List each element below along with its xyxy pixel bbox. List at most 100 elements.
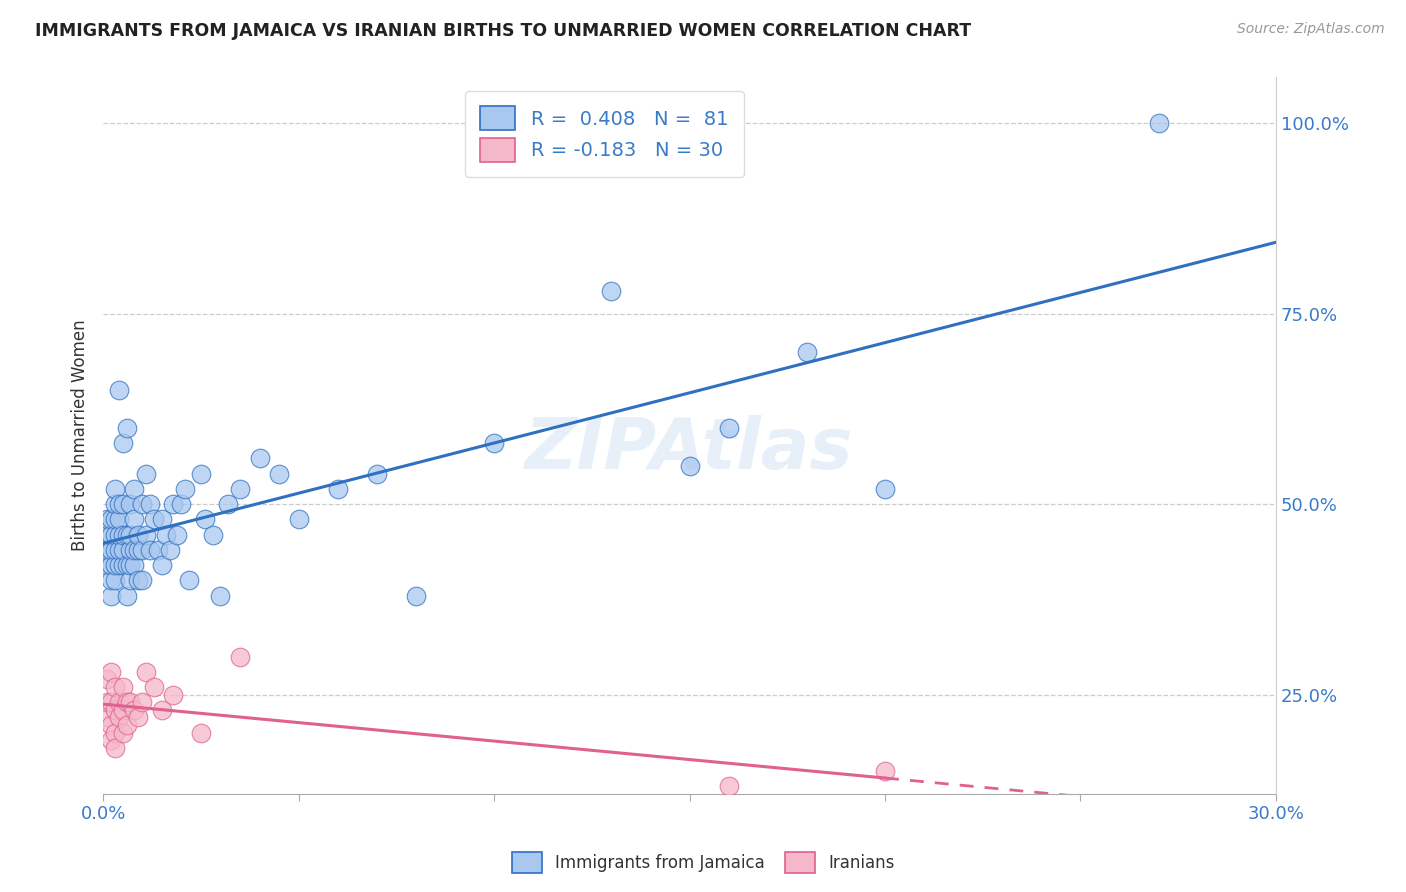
Point <box>104 574 127 588</box>
Point <box>600 284 623 298</box>
Point <box>150 703 173 717</box>
Legend: Immigrants from Jamaica, Iranians: Immigrants from Jamaica, Iranians <box>505 846 901 880</box>
Text: IMMIGRANTS FROM JAMAICA VS IRANIAN BIRTHS TO UNMARRIED WOMEN CORRELATION CHART: IMMIGRANTS FROM JAMAICA VS IRANIAN BIRTH… <box>35 22 972 40</box>
Point <box>104 512 127 526</box>
Text: Source: ZipAtlas.com: Source: ZipAtlas.com <box>1237 22 1385 37</box>
Point <box>717 779 740 793</box>
Point <box>405 589 427 603</box>
Point <box>107 527 129 541</box>
Point <box>107 695 129 709</box>
Point <box>96 542 118 557</box>
Point <box>124 512 146 526</box>
Point <box>127 527 149 541</box>
Point <box>179 574 201 588</box>
Point <box>115 558 138 573</box>
Point <box>111 542 134 557</box>
Point <box>150 558 173 573</box>
Point <box>124 482 146 496</box>
Point <box>104 680 127 694</box>
Point <box>104 482 127 496</box>
Point <box>104 542 127 557</box>
Point <box>796 344 818 359</box>
Point <box>111 725 134 739</box>
Point <box>139 497 162 511</box>
Point <box>194 512 217 526</box>
Point <box>249 451 271 466</box>
Point <box>100 574 122 588</box>
Point <box>107 710 129 724</box>
Point <box>162 497 184 511</box>
Point <box>174 482 197 496</box>
Point <box>115 527 138 541</box>
Point <box>107 383 129 397</box>
Legend: R =  0.408   N =  81, R = -0.183   N = 30: R = 0.408 N = 81, R = -0.183 N = 30 <box>465 91 744 178</box>
Text: ZIPAtlas: ZIPAtlas <box>526 416 853 484</box>
Point <box>127 574 149 588</box>
Point <box>100 665 122 679</box>
Point <box>96 673 118 687</box>
Y-axis label: Births to Unmarried Women: Births to Unmarried Women <box>72 319 89 551</box>
Point <box>135 527 157 541</box>
Point <box>120 574 142 588</box>
Point <box>124 703 146 717</box>
Point <box>96 710 118 724</box>
Point <box>120 527 142 541</box>
Point <box>100 527 122 541</box>
Point <box>111 703 134 717</box>
Point <box>159 542 181 557</box>
Point <box>111 436 134 450</box>
Point <box>120 497 142 511</box>
Point <box>678 458 700 473</box>
Point <box>111 527 134 541</box>
Point <box>100 718 122 732</box>
Point <box>267 467 290 481</box>
Point <box>104 558 127 573</box>
Point <box>111 558 134 573</box>
Point <box>100 512 122 526</box>
Point <box>201 527 224 541</box>
Point <box>287 512 309 526</box>
Point <box>115 421 138 435</box>
Point <box>124 542 146 557</box>
Point <box>190 467 212 481</box>
Point <box>131 695 153 709</box>
Point <box>150 512 173 526</box>
Point <box>229 649 252 664</box>
Point <box>115 589 138 603</box>
Point <box>135 665 157 679</box>
Point <box>104 527 127 541</box>
Point <box>120 542 142 557</box>
Point <box>229 482 252 496</box>
Point <box>131 542 153 557</box>
Point <box>146 542 169 557</box>
Point <box>107 512 129 526</box>
Point <box>873 482 896 496</box>
Point <box>107 497 129 511</box>
Point <box>111 680 134 694</box>
Point <box>96 527 118 541</box>
Point <box>96 512 118 526</box>
Point <box>100 542 122 557</box>
Point <box>873 764 896 778</box>
Point <box>482 436 505 450</box>
Point <box>124 558 146 573</box>
Point <box>100 695 122 709</box>
Point <box>127 542 149 557</box>
Point <box>209 589 232 603</box>
Point <box>104 497 127 511</box>
Point <box>115 718 138 732</box>
Point <box>104 703 127 717</box>
Point <box>162 688 184 702</box>
Point <box>170 497 193 511</box>
Point <box>190 725 212 739</box>
Point <box>326 482 349 496</box>
Point <box>1147 116 1170 130</box>
Point <box>135 467 157 481</box>
Point <box>217 497 239 511</box>
Point <box>142 512 165 526</box>
Point <box>127 710 149 724</box>
Point <box>104 725 127 739</box>
Point <box>131 497 153 511</box>
Point <box>100 558 122 573</box>
Point <box>96 558 118 573</box>
